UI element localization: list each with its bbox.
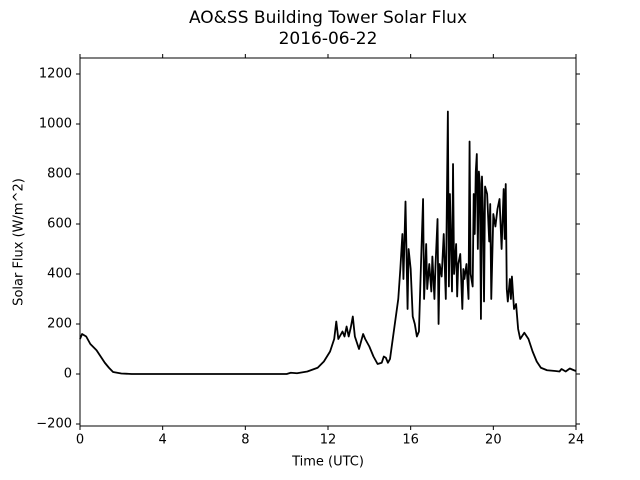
x-tick-label: 4: [159, 433, 167, 448]
data-line: [79, 110, 577, 375]
y-tick-label: 600: [47, 217, 72, 232]
y-tick-label: 0: [64, 367, 72, 382]
y-tick-label: 200: [47, 317, 72, 332]
plot-frame: [79, 57, 577, 427]
x-tick-label: 8: [241, 433, 249, 448]
x-tick-label: 12: [320, 433, 337, 448]
x-tick-label: 16: [402, 433, 419, 448]
x-tick-label: 24: [568, 433, 585, 448]
y-tick-label: 400: [47, 267, 72, 282]
x-tick-label: 0: [76, 433, 84, 448]
chart-subtitle: 2016-06-22: [279, 29, 378, 49]
y-tick-label: 800: [47, 167, 72, 182]
y-tick-label: −200: [36, 417, 72, 432]
y-tick-label: 1200: [39, 67, 72, 82]
y-axis-label: Solar Flux (W/m^2): [12, 178, 27, 306]
x-tick-label: 20: [485, 433, 502, 448]
chart-title: AO&SS Building Tower Solar Flux: [189, 8, 467, 28]
x-axis-label: Time (UTC): [291, 455, 364, 470]
y-tick-label: 1000: [39, 117, 72, 132]
